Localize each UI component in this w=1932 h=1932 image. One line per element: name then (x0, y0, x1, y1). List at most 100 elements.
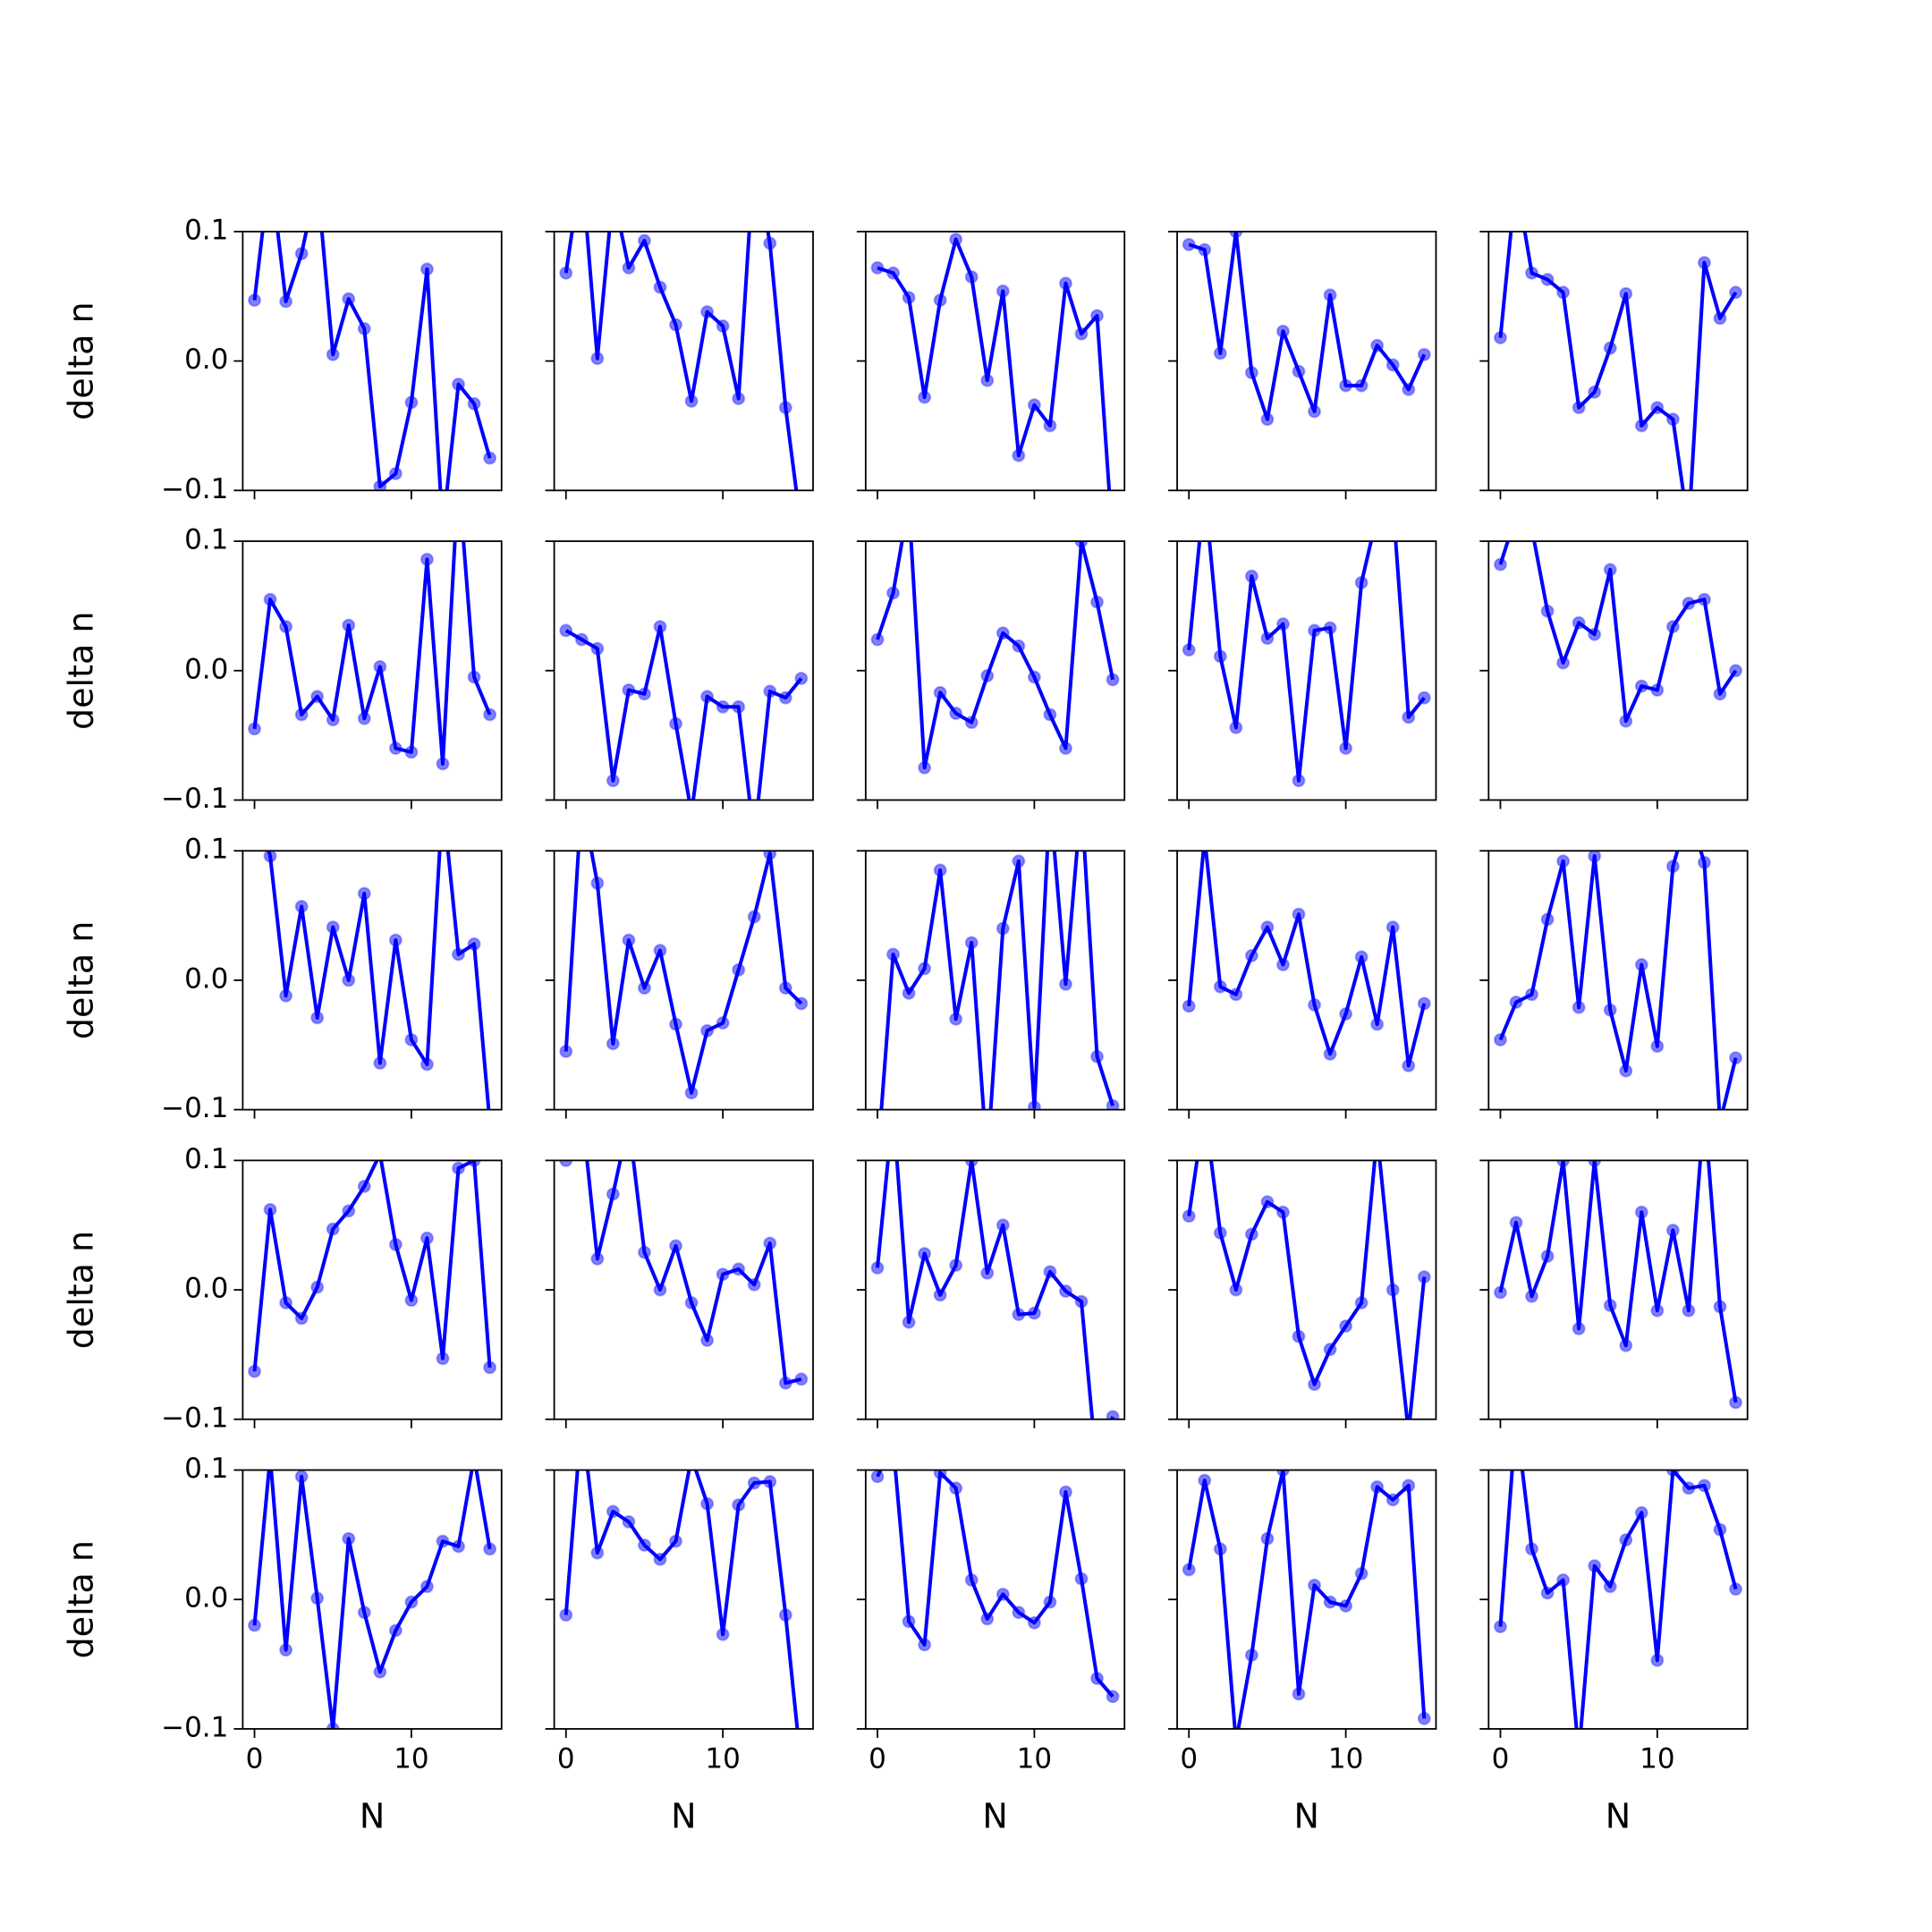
marker (964, 1573, 979, 1588)
line (1187, 541, 1426, 783)
marker (342, 618, 356, 632)
marker (778, 981, 792, 996)
marker (763, 1475, 777, 1489)
marker (778, 1608, 792, 1623)
line (252, 1470, 492, 1729)
marker (1556, 656, 1571, 670)
plot-area (248, 541, 497, 771)
plot-area (870, 1470, 1120, 1704)
marker (419, 1231, 434, 1245)
marker (1106, 1690, 1120, 1704)
x-tick-label: 0 (869, 1742, 886, 1775)
line (1188, 231, 1427, 421)
marker (1244, 948, 1258, 962)
plot-area (248, 1160, 497, 1378)
marker (1275, 1205, 1290, 1219)
marker (559, 266, 573, 280)
marker (388, 933, 402, 947)
marker (1229, 987, 1243, 1002)
marker (1540, 1249, 1555, 1263)
plot-area (879, 851, 1120, 1110)
marker (980, 1612, 995, 1626)
marker (1339, 1598, 1353, 1613)
marker (1292, 907, 1306, 921)
marker (404, 1595, 419, 1609)
marker (1106, 673, 1120, 687)
marker (1650, 1653, 1665, 1667)
marker (700, 305, 715, 319)
marker (373, 1056, 387, 1071)
marker (1682, 1481, 1696, 1496)
x-tick-label: 0 (1180, 1742, 1198, 1775)
marker (436, 1352, 450, 1366)
marker (1292, 364, 1306, 378)
marker (1182, 999, 1196, 1013)
marker (342, 1531, 356, 1546)
marker (980, 1266, 995, 1280)
plot-area (1493, 1470, 1743, 1729)
marker (996, 284, 1010, 298)
marker (669, 1239, 683, 1253)
marker (700, 1496, 715, 1511)
marker (1213, 346, 1227, 360)
marker (1603, 1003, 1617, 1017)
marker (1244, 1227, 1258, 1241)
marker (263, 851, 277, 863)
plot-area (559, 620, 809, 801)
marker (669, 716, 683, 731)
line (876, 541, 1115, 770)
marker (279, 620, 293, 634)
marker (669, 1534, 683, 1548)
marker (918, 760, 932, 775)
marker (1525, 987, 1539, 1002)
marker (1012, 854, 1026, 869)
marker (732, 1262, 746, 1276)
marker (248, 1364, 262, 1378)
x-tick-label: 10 (1640, 1742, 1674, 1775)
marker (1182, 237, 1196, 251)
subplot: −0.1 0.0 0.1 delta n (61, 1143, 503, 1434)
marker (357, 886, 371, 901)
subplot: −0.1 0.0 0.1 delta n (61, 834, 503, 1124)
line (1498, 1160, 1738, 1403)
marker (1588, 1559, 1602, 1573)
marker (1308, 404, 1322, 419)
marker (1213, 649, 1227, 664)
marker (1603, 1298, 1617, 1312)
marker (1354, 575, 1368, 589)
subplot: −0.1 0.0 0.1 delta n (61, 524, 503, 815)
marker (933, 863, 947, 877)
marker (294, 708, 309, 722)
marker (326, 1222, 340, 1236)
marker (606, 1037, 620, 1051)
marker (1043, 1265, 1057, 1279)
marker (590, 641, 605, 656)
marker (294, 1470, 309, 1484)
line (1187, 1470, 1427, 1729)
marker (1058, 1284, 1072, 1299)
marker (404, 1032, 419, 1046)
y-axis-label: delta n (61, 1231, 100, 1349)
marker (1572, 1000, 1586, 1014)
line (267, 851, 491, 1110)
marker (778, 691, 792, 705)
marker (1182, 1563, 1196, 1577)
marker (747, 910, 761, 924)
marker (1339, 741, 1353, 756)
plot-area (1493, 851, 1743, 1110)
marker (1308, 1377, 1322, 1392)
y-tick-label: 0.1 (184, 214, 228, 246)
marker (559, 1045, 573, 1059)
marker (357, 1179, 371, 1193)
x-tick-label: 10 (1017, 1742, 1052, 1775)
marker (467, 670, 481, 684)
plot-area (1182, 1160, 1431, 1419)
marker (574, 632, 589, 647)
line (1498, 1470, 1738, 1729)
subplot (545, 540, 814, 809)
line (877, 237, 1112, 491)
marker (1525, 1289, 1539, 1303)
marker (1027, 1615, 1041, 1630)
plot-area (1182, 541, 1431, 788)
marker (1043, 1595, 1057, 1609)
